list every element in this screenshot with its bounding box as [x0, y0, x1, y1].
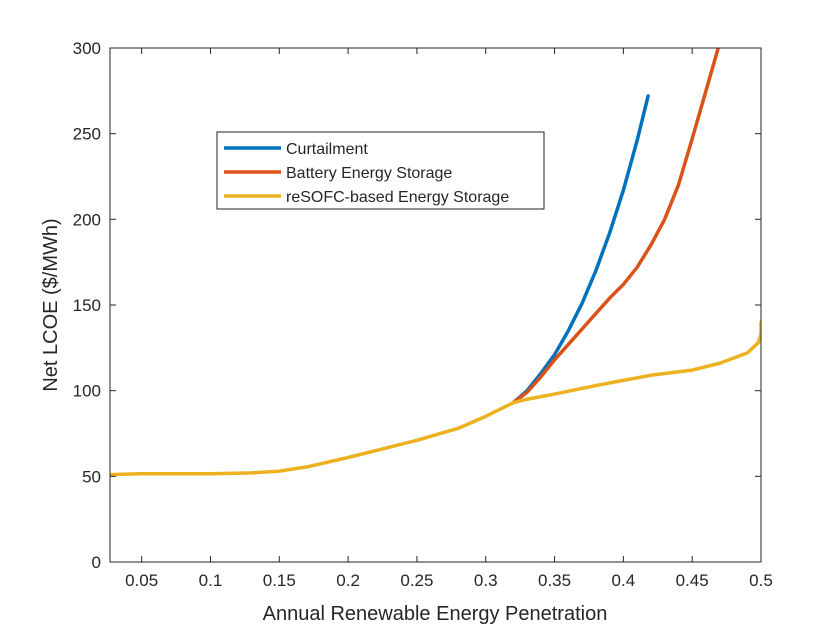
x-tick-label: 0.2 [336, 571, 360, 590]
series-line-battery-energy-storage [511, 48, 721, 405]
x-tick-label: 0.05 [125, 571, 158, 590]
x-axis-title: Annual Renewable Energy Penetration [263, 603, 608, 625]
x-tick-label: 0.45 [676, 571, 709, 590]
x-tick-label: 0.1 [199, 571, 223, 590]
x-tick-label: 0.15 [263, 571, 296, 590]
series-line-resofc-based-energy-storage [110, 320, 761, 477]
y-axis-title: Net LCOE ($/MWh) [40, 218, 62, 391]
legend-label-resofc: reSOFC-based Energy Storage [286, 189, 509, 206]
y-tick-label: 150 [73, 296, 101, 315]
y-tick-label: 0 [92, 553, 101, 572]
x-tick-label: 0.25 [400, 571, 433, 590]
x-tick-label: 0.35 [538, 571, 571, 590]
x-tick-label: 0.5 [749, 571, 773, 590]
ticks-layer: 0.05 0.1 0.15 0.2 0.25 0.3 0.35 0.4 0.45 0.5 0 50 10… [73, 39, 773, 590]
x-tick-label: 0.4 [612, 571, 636, 590]
y-tick-label: 100 [73, 382, 101, 401]
legend-label-battery: Battery Energy Storage [286, 165, 452, 182]
y-tick-label: 250 [73, 125, 101, 144]
y-tick-label: 50 [82, 467, 101, 486]
y-tick-label: 200 [73, 210, 101, 229]
series-layer [110, 48, 761, 477]
y-tick-label: 300 [73, 39, 101, 58]
legend-label-curtailment: Curtailment [286, 141, 368, 158]
legend: Curtailment Battery Energy Storage reSOF… [216, 131, 545, 210]
plot-area [110, 48, 761, 562]
x-tick-label: 0.3 [474, 571, 498, 590]
series-line-curtailment [511, 94, 650, 405]
